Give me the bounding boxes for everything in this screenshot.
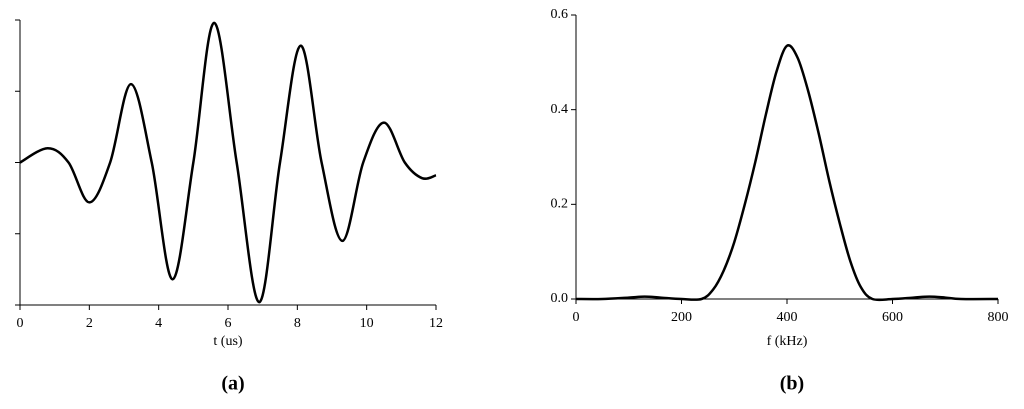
subplot-label: (b): [780, 373, 804, 395]
x-tick-label: 2: [86, 316, 93, 331]
x-tick-label: 0: [573, 310, 580, 325]
y-tick-label: 0.4: [551, 102, 569, 117]
x-tick-label: 6: [225, 316, 232, 331]
x-tick-label: 0: [17, 316, 24, 331]
x-tick-label: 10: [360, 316, 374, 331]
x-tick-label: 800: [988, 310, 1009, 325]
y-tick-label: 0.0: [551, 291, 569, 306]
x-axis-label: t (us): [213, 334, 243, 349]
data-line: [19, 21, 437, 304]
subplot-label: (a): [221, 373, 244, 395]
y-tick-label: 0.6: [551, 7, 569, 22]
x-tick-label: 200: [671, 310, 692, 325]
x-tick-label: 4: [155, 316, 162, 331]
x-tick-label: 12: [429, 316, 443, 331]
x-axis-label: f (kHz): [767, 334, 808, 349]
x-tick-label: 8: [294, 316, 301, 331]
x-tick-label: 400: [777, 310, 798, 325]
data-line: [575, 44, 999, 302]
y-tick-label: 0.2: [551, 197, 569, 212]
x-tick-label: 600: [882, 310, 903, 325]
